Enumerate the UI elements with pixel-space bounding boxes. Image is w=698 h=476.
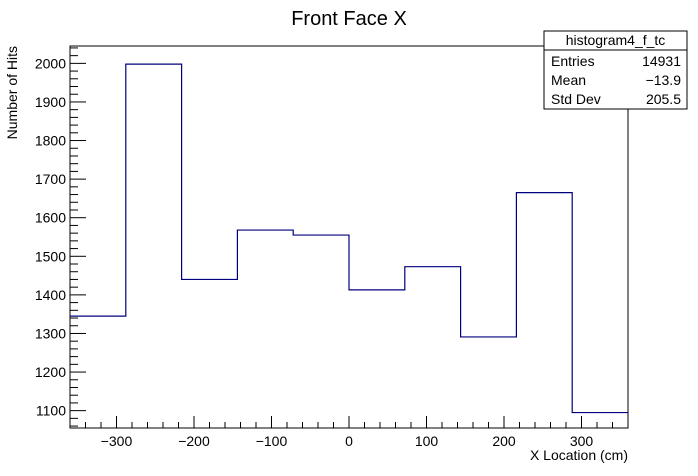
stats-stddev-value: 205.5 bbox=[646, 91, 681, 107]
y-tick-label: 1800 bbox=[35, 133, 66, 149]
y-tick-label: 1700 bbox=[35, 171, 66, 187]
y-tick-label: 1200 bbox=[35, 364, 66, 380]
stats-box-title: histogram4_f_tc bbox=[566, 32, 666, 48]
x-tick-label: −100 bbox=[256, 433, 288, 449]
x-axis: −300 −200 −100 0 100 200 300 bbox=[69, 416, 629, 449]
histogram-series-line bbox=[70, 63, 628, 414]
x-tick-label: 0 bbox=[345, 433, 353, 449]
stats-entries-label: Entries bbox=[551, 53, 595, 69]
x-axis-title: X Location (cm) bbox=[530, 447, 628, 463]
stats-box-frame bbox=[543, 30, 688, 110]
y-axis-title: Number of Hits bbox=[4, 46, 20, 139]
x-tick-label: −200 bbox=[178, 433, 210, 449]
y-tick-label: 1400 bbox=[35, 287, 66, 303]
x-tick-label: −300 bbox=[101, 433, 133, 449]
stats-mean-label: Mean bbox=[551, 72, 586, 88]
y-tick-label: 1600 bbox=[35, 210, 66, 226]
y-tick-label: 2000 bbox=[35, 55, 66, 71]
stats-stddev-label: Std Dev bbox=[551, 91, 601, 107]
y-axis: 1100 1200 1300 1400 1500 1600 1700 1800 1900 2000 bbox=[35, 47, 86, 427]
x-tick-label: 200 bbox=[492, 433, 516, 449]
chart-title: Front Face X bbox=[291, 8, 407, 30]
stats-entries-value: 14931 bbox=[642, 53, 681, 69]
y-tick-label: 1300 bbox=[35, 325, 66, 341]
y-tick-label: 1500 bbox=[35, 248, 66, 264]
y-tick-label: 1100 bbox=[36, 403, 66, 419]
stats-box: histogram4_f_tc Entries 14931 Mean −13.9… bbox=[543, 30, 688, 110]
x-tick-label: 100 bbox=[415, 433, 439, 449]
stats-mean-value: −13.9 bbox=[646, 72, 682, 88]
y-tick-label: 1900 bbox=[35, 94, 66, 110]
x-tick-label: 300 bbox=[570, 433, 594, 449]
